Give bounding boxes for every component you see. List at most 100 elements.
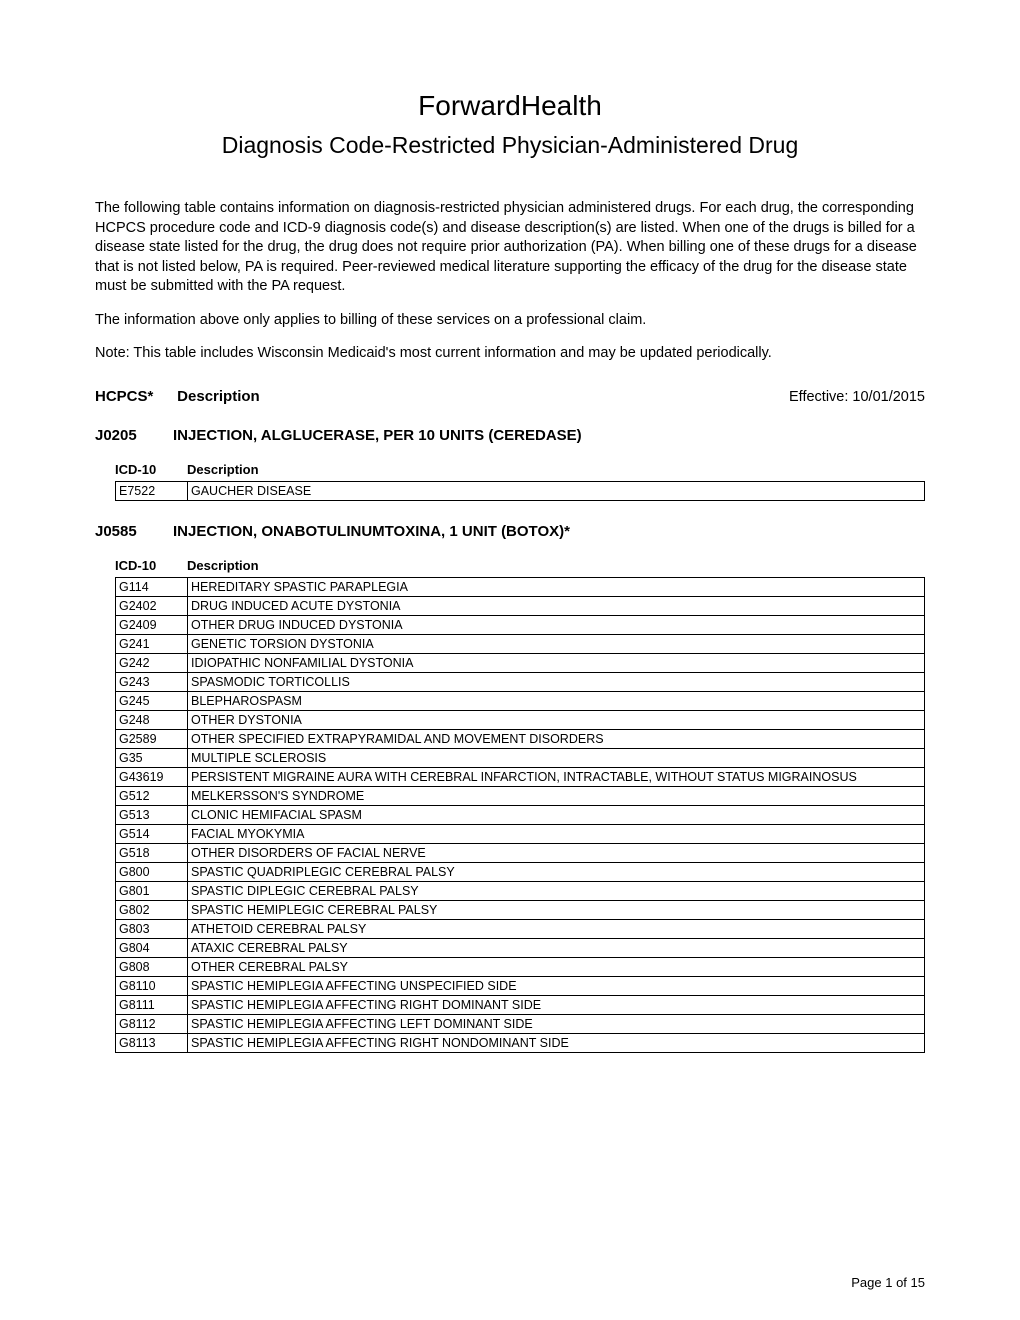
icd-desc-cell: SPASTIC HEMIPLEGIA AFFECTING UNSPECIFIED… — [188, 976, 925, 995]
drug-code: J0205 — [95, 427, 173, 444]
table-row: G114HEREDITARY SPASTIC PARAPLEGIA — [116, 577, 925, 596]
icd-table-wrap: ICD-10Description E7522GAUCHER DISEASE — [115, 462, 925, 501]
table-row: G802SPASTIC HEMIPLEGIC CEREBRAL PALSY — [116, 900, 925, 919]
table-row: E7522GAUCHER DISEASE — [116, 481, 925, 500]
icd-code-cell: G248 — [116, 710, 188, 729]
icd-code-header: ICD-10 — [115, 558, 187, 573]
icd-code-cell: G8111 — [116, 995, 188, 1014]
table-row: G243SPASMODIC TORTICOLLIS — [116, 672, 925, 691]
icd-desc-cell: SPASTIC HEMIPLEGIA AFFECTING LEFT DOMINA… — [188, 1014, 925, 1033]
icd-desc-cell: FACIAL MYOKYMIA — [188, 824, 925, 843]
table-row: G2589OTHER SPECIFIED EXTRAPYRAMIDAL AND … — [116, 729, 925, 748]
drug-header: J0205INJECTION, ALGLUCERASE, PER 10 UNIT… — [95, 427, 925, 444]
icd-desc-cell: OTHER SPECIFIED EXTRAPYRAMIDAL AND MOVEM… — [188, 729, 925, 748]
icd-code-cell: G808 — [116, 957, 188, 976]
table-row: G2409OTHER DRUG INDUCED DYSTONIA — [116, 615, 925, 634]
table-row: G8112SPASTIC HEMIPLEGIA AFFECTING LEFT D… — [116, 1014, 925, 1033]
table-row: G8111SPASTIC HEMIPLEGIA AFFECTING RIGHT … — [116, 995, 925, 1014]
table-row: G248OTHER DYSTONIA — [116, 710, 925, 729]
icd-code-cell: G245 — [116, 691, 188, 710]
icd-desc-header: Description — [187, 462, 259, 477]
effective-date-label: Effective: 10/01/2015 — [789, 389, 925, 405]
intro-paragraph-3: Note: This table includes Wisconsin Medi… — [95, 344, 925, 364]
drug-name: INJECTION, ALGLUCERASE, PER 10 UNITS (CE… — [173, 427, 582, 444]
drug-header: J0585INJECTION, ONABOTULINUMTOXINA, 1 UN… — [95, 523, 925, 540]
codes-table: G114HEREDITARY SPASTIC PARAPLEGIAG2402DR… — [115, 577, 925, 1053]
icd-desc-cell: DRUG INDUCED ACUTE DYSTONIA — [188, 596, 925, 615]
drug-section: J0205INJECTION, ALGLUCERASE, PER 10 UNIT… — [95, 427, 925, 501]
icd-code-cell: G804 — [116, 938, 188, 957]
icd-desc-cell: SPASMODIC TORTICOLLIS — [188, 672, 925, 691]
icd-desc-cell: MELKERSSON'S SYNDROME — [188, 786, 925, 805]
drugs-container: J0205INJECTION, ALGLUCERASE, PER 10 UNIT… — [95, 427, 925, 1053]
icd-code-cell: G2589 — [116, 729, 188, 748]
page-number: Page 1 of 15 — [851, 1275, 925, 1290]
column-header-row: HCPCS* Description Effective: 10/01/2015 — [95, 388, 925, 405]
icd-code-cell: G241 — [116, 634, 188, 653]
icd-code-cell: G803 — [116, 919, 188, 938]
table-row: G804ATAXIC CEREBRAL PALSY — [116, 938, 925, 957]
icd-desc-cell: ATHETOID CEREBRAL PALSY — [188, 919, 925, 938]
table-row: G513CLONIC HEMIFACIAL SPASM — [116, 805, 925, 824]
icd-desc-cell: SPASTIC HEMIPLEGIA AFFECTING RIGHT DOMIN… — [188, 995, 925, 1014]
intro-paragraph-2: The information above only applies to bi… — [95, 311, 925, 331]
icd-desc-cell: IDIOPATHIC NONFAMILIAL DYSTONIA — [188, 653, 925, 672]
icd-code-cell: G2402 — [116, 596, 188, 615]
description-header-label: Description — [177, 388, 260, 405]
icd-code-cell: G512 — [116, 786, 188, 805]
drug-section: J0585INJECTION, ONABOTULINUMTOXINA, 1 UN… — [95, 523, 925, 1053]
header-left: HCPCS* Description — [95, 388, 260, 405]
icd-code-header: ICD-10 — [115, 462, 187, 477]
icd-header-row: ICD-10Description — [115, 462, 925, 477]
table-row: G514FACIAL MYOKYMIA — [116, 824, 925, 843]
icd-desc-header: Description — [187, 558, 259, 573]
icd-code-cell: G513 — [116, 805, 188, 824]
drug-name: INJECTION, ONABOTULINUMTOXINA, 1 UNIT (B… — [173, 523, 570, 540]
icd-desc-cell: OTHER DISORDERS OF FACIAL NERVE — [188, 843, 925, 862]
icd-desc-cell: MULTIPLE SCLEROSIS — [188, 748, 925, 767]
table-row: G512MELKERSSON'S SYNDROME — [116, 786, 925, 805]
intro-paragraph-1: The following table contains information… — [95, 199, 925, 297]
document-page: ForwardHealth Diagnosis Code-Restricted … — [0, 0, 1020, 1320]
icd-table-wrap: ICD-10Description G114HEREDITARY SPASTIC … — [115, 558, 925, 1053]
table-row: G35MULTIPLE SCLEROSIS — [116, 748, 925, 767]
icd-desc-cell: GENETIC TORSION DYSTONIA — [188, 634, 925, 653]
table-row: G43619PERSISTENT MIGRAINE AURA WITH CERE… — [116, 767, 925, 786]
icd-desc-cell: SPASTIC DIPLEGIC CEREBRAL PALSY — [188, 881, 925, 900]
table-row: G801SPASTIC DIPLEGIC CEREBRAL PALSY — [116, 881, 925, 900]
icd-code-cell: G2409 — [116, 615, 188, 634]
table-row: G808OTHER CEREBRAL PALSY — [116, 957, 925, 976]
icd-code-cell: G802 — [116, 900, 188, 919]
table-row: G242IDIOPATHIC NONFAMILIAL DYSTONIA — [116, 653, 925, 672]
table-row: G803ATHETOID CEREBRAL PALSY — [116, 919, 925, 938]
table-row: G800SPASTIC QUADRIPLEGIC CEREBRAL PALSY — [116, 862, 925, 881]
icd-desc-cell: PERSISTENT MIGRAINE AURA WITH CEREBRAL I… — [188, 767, 925, 786]
icd-code-cell: G114 — [116, 577, 188, 596]
drug-code: J0585 — [95, 523, 173, 540]
icd-code-cell: G8113 — [116, 1033, 188, 1052]
table-row: G518OTHER DISORDERS OF FACIAL NERVE — [116, 843, 925, 862]
page-title: ForwardHealth — [95, 90, 925, 122]
icd-code-cell: G242 — [116, 653, 188, 672]
icd-desc-cell: SPASTIC HEMIPLEGIC CEREBRAL PALSY — [188, 900, 925, 919]
table-row: G245BLEPHAROSPASM — [116, 691, 925, 710]
icd-desc-cell: BLEPHAROSPASM — [188, 691, 925, 710]
icd-code-cell: G518 — [116, 843, 188, 862]
icd-desc-cell: GAUCHER DISEASE — [188, 481, 925, 500]
icd-code-cell: G243 — [116, 672, 188, 691]
icd-code-cell: G514 — [116, 824, 188, 843]
icd-desc-cell: HEREDITARY SPASTIC PARAPLEGIA — [188, 577, 925, 596]
icd-desc-cell: SPASTIC HEMIPLEGIA AFFECTING RIGHT NONDO… — [188, 1033, 925, 1052]
icd-code-cell: G801 — [116, 881, 188, 900]
icd-desc-cell: OTHER CEREBRAL PALSY — [188, 957, 925, 976]
icd-code-cell: G35 — [116, 748, 188, 767]
table-row: G8113SPASTIC HEMIPLEGIA AFFECTING RIGHT … — [116, 1033, 925, 1052]
icd-desc-cell: CLONIC HEMIFACIAL SPASM — [188, 805, 925, 824]
icd-desc-cell: SPASTIC QUADRIPLEGIC CEREBRAL PALSY — [188, 862, 925, 881]
codes-table: E7522GAUCHER DISEASE — [115, 481, 925, 501]
icd-desc-cell: OTHER DRUG INDUCED DYSTONIA — [188, 615, 925, 634]
icd-code-cell: G8112 — [116, 1014, 188, 1033]
icd-desc-cell: ATAXIC CEREBRAL PALSY — [188, 938, 925, 957]
icd-code-cell: G8110 — [116, 976, 188, 995]
icd-header-row: ICD-10Description — [115, 558, 925, 573]
